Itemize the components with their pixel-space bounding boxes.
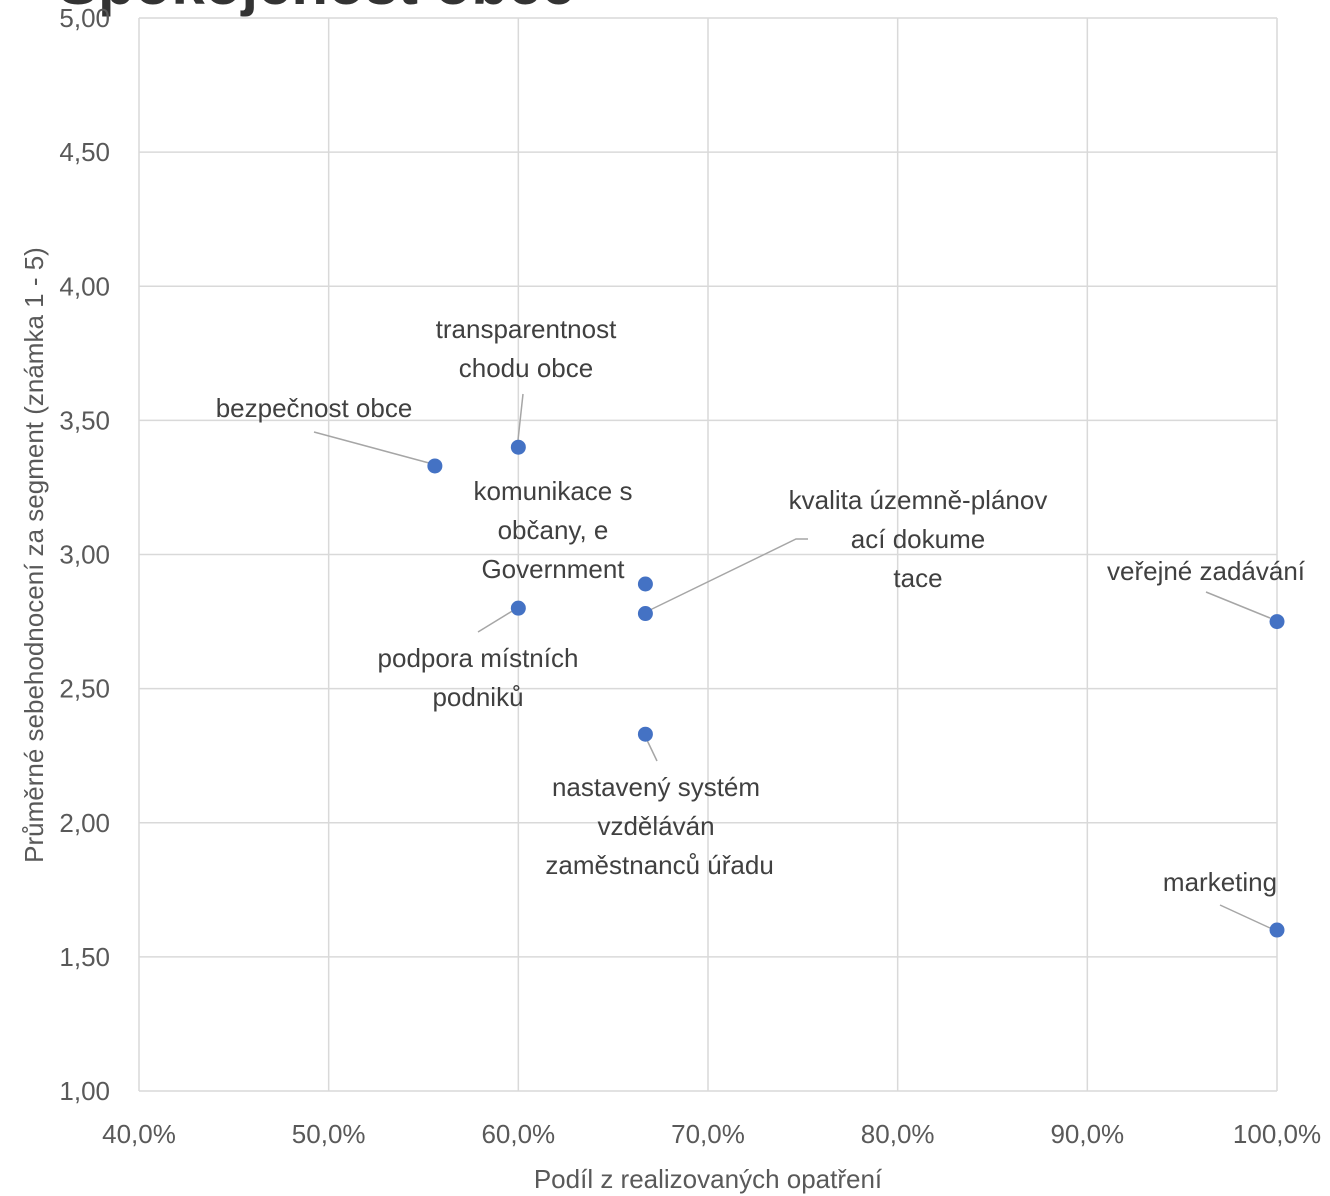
y-tick-label: 5,00 <box>59 3 110 33</box>
data-point-label: marketing <box>1163 867 1277 897</box>
x-tick-label: 60,0% <box>481 1119 555 1149</box>
data-point <box>637 606 653 622</box>
label-leader-line <box>1219 904 1271 929</box>
x-tick-label: 50,0% <box>292 1119 366 1149</box>
label-leader-line <box>517 393 524 441</box>
chart-title: Spokojenost obce <box>58 0 575 17</box>
data-point-label: kvalita územně-plánov ací dokume tace <box>789 485 1048 593</box>
y-tick-label: 1,00 <box>59 1076 110 1106</box>
data-point-label: veřejné zadávání <box>1107 556 1306 586</box>
label-leaders <box>313 393 1271 929</box>
data-point <box>1269 614 1285 630</box>
label-leader-line <box>1205 591 1271 619</box>
y-tick-label: 4,50 <box>59 137 110 167</box>
x-tick-label: 90,0% <box>1050 1119 1124 1149</box>
data-point <box>427 458 443 474</box>
data-point-label: nastavený systém vzděláván zaměstnanců úř… <box>538 772 774 880</box>
grid-lines <box>138 17 1278 1092</box>
data-points <box>427 439 1285 938</box>
data-point-label: podpora místních podniků <box>378 643 579 712</box>
point-labels: bezpečnost obce transparentnost chodu obce… <box>216 314 1306 897</box>
x-tick-label: 80,0% <box>861 1119 935 1149</box>
label-leader-line <box>645 737 658 762</box>
y-tick-label: 3,00 <box>59 540 110 570</box>
label-leader-line <box>477 609 515 633</box>
data-point <box>510 439 526 455</box>
axis-ticks: 40,0% 50,0% 60,0% 70,0% 80,0% 90,0% 100,0% 1,00… <box>59 3 1321 1149</box>
data-point <box>637 576 653 592</box>
x-tick-label: 40,0% <box>102 1119 176 1149</box>
x-tick-label: 100,0% <box>1233 1119 1321 1149</box>
x-axis-title: Podíl z realizovaných opatření <box>534 1164 883 1194</box>
y-axis-title: Průměrné sebehodnocení za segment (známk… <box>19 247 49 863</box>
data-point-label: transparentnost chodu obce <box>436 314 617 383</box>
data-point-label: bezpečnost obce <box>216 393 413 423</box>
data-point <box>1269 922 1285 938</box>
y-tick-label: 2,00 <box>59 808 110 838</box>
x-tick-label: 70,0% <box>671 1119 745 1149</box>
data-point <box>637 726 653 742</box>
data-point <box>510 600 526 616</box>
data-point-label: komunikace s občany, e Government <box>474 476 633 584</box>
y-tick-label: 1,50 <box>59 942 110 972</box>
y-tick-label: 3,50 <box>59 405 110 435</box>
label-leader-line <box>313 431 430 464</box>
y-tick-label: 4,00 <box>59 271 110 301</box>
label-leader-line <box>649 538 808 611</box>
y-tick-label: 2,50 <box>59 674 110 704</box>
